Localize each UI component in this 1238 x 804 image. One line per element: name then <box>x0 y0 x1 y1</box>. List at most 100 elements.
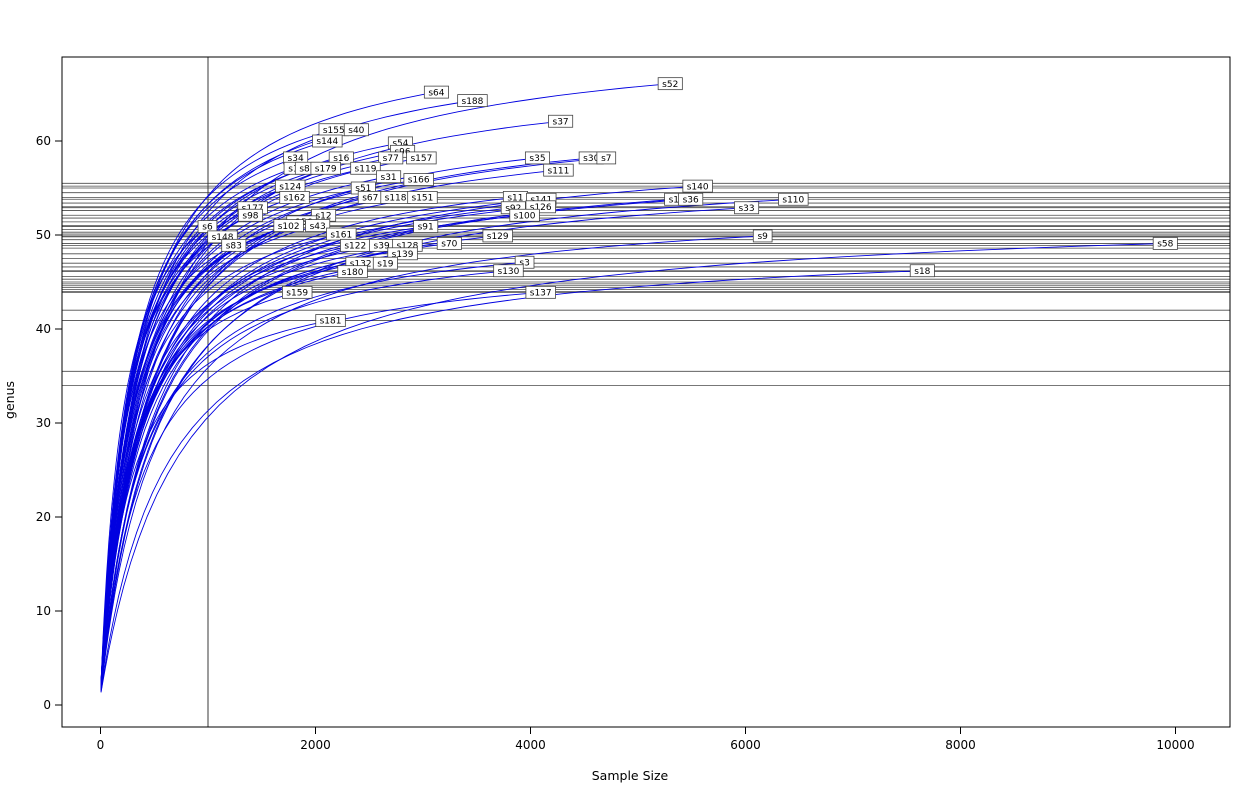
curve-label: s51 <box>355 184 371 194</box>
curve-label-box <box>596 151 617 165</box>
x-axis-title: Sample Size <box>592 768 669 783</box>
curve-label: s132 <box>350 259 372 269</box>
curve-label-box <box>343 123 369 137</box>
curve-label: s39 <box>374 242 390 252</box>
curve-label: s119 <box>355 164 377 174</box>
curve-label-box <box>482 229 513 243</box>
curve-label: s181 <box>320 317 342 327</box>
curve-label: s43 <box>310 222 326 232</box>
curve-label: s58 <box>1157 240 1173 250</box>
curve-label: s179 <box>315 164 337 174</box>
curve-label-box <box>734 201 760 215</box>
curve-label-box <box>752 229 773 243</box>
curve-label: s54 <box>392 139 408 149</box>
curve-label-box <box>524 151 550 165</box>
curve-label-box <box>543 163 574 177</box>
curve-label: s37 <box>553 117 569 127</box>
curve-label-box <box>372 256 398 270</box>
rarefaction-curve-s18 <box>100 270 923 692</box>
curve-label: s124 <box>279 182 301 192</box>
curve-label: s151 <box>412 194 434 204</box>
y-tick-label: 20 <box>36 510 51 524</box>
rarefaction-curve-s141 <box>100 198 542 689</box>
curve-label-box <box>273 219 304 233</box>
curve-label-box <box>378 151 404 165</box>
curve-label-box <box>407 190 438 204</box>
curve-label: s3 <box>519 258 529 268</box>
curve-label: s188 <box>462 97 484 107</box>
curve-label-box <box>315 314 346 327</box>
rarefaction-curve-s83 <box>100 244 235 685</box>
curve-label: s19 <box>377 259 393 269</box>
y-axis: 0 10 20 30 40 50 60 <box>36 134 62 712</box>
curve-label-box <box>678 192 704 206</box>
curve-label-box <box>423 85 449 99</box>
curve-label: s130 <box>498 267 520 277</box>
x-tick-label: 6000 <box>730 738 761 752</box>
y-tick-label: 30 <box>36 416 51 430</box>
curve-label: s144 <box>316 137 338 147</box>
curve-label-box <box>413 220 439 233</box>
curve-label: s18 <box>914 267 930 277</box>
curve-label: s122 <box>344 242 366 252</box>
curve-label: s11 <box>507 194 523 204</box>
curve-label-box <box>657 77 683 91</box>
plot-box <box>61 56 1231 728</box>
rarefaction-curve-s161 <box>100 233 342 687</box>
curve-label: s30 <box>583 154 599 164</box>
curve-label-box <box>387 247 418 261</box>
rarefaction-curve-s43 <box>100 225 318 686</box>
curve-label: s6 <box>202 223 213 233</box>
curve-label: s148 <box>212 233 234 243</box>
rarefaction-curve-s33 <box>100 207 747 691</box>
rarefaction-curve-s36 <box>100 198 691 691</box>
curve-label: s118 <box>385 194 407 204</box>
x-tick-label: 4000 <box>515 738 546 752</box>
curve-label-box <box>406 151 437 165</box>
curve-label-box <box>682 179 713 193</box>
curve-label: s40 <box>348 126 364 136</box>
y-tick-label: 40 <box>36 322 51 336</box>
curve-label-box <box>279 190 310 204</box>
x-tick-label: 8000 <box>945 738 976 752</box>
curve-label: s16 <box>333 154 349 164</box>
rarefaction-curve-s35 <box>100 157 538 689</box>
y-axis-title: genus <box>2 381 17 419</box>
curve-label-box <box>525 285 556 299</box>
curve-label-box <box>237 208 263 222</box>
x-tick-label: 10000 <box>1156 738 1194 752</box>
rarefaction-curve-s9 <box>100 235 763 691</box>
y-tick-label: 60 <box>36 134 51 148</box>
curve-label-box <box>350 161 381 175</box>
curve-label-box <box>403 173 434 186</box>
curve-label: s33 <box>738 204 754 214</box>
curve-label-box <box>221 238 247 252</box>
curve-label: s35 <box>529 154 545 164</box>
rarefaction-curve-s58 <box>100 243 1166 693</box>
curve-label-box <box>909 264 935 278</box>
curve-label: s129 <box>487 232 509 242</box>
curve-labels: s52s64s188s37s155s40s144s54s96s34s16s77s… <box>197 77 1178 327</box>
curve-label-box <box>376 170 402 184</box>
curve-label: s111 <box>548 166 570 176</box>
curve-label-box <box>328 151 354 165</box>
curve-label: s128 <box>396 242 418 252</box>
curve-label: s85 <box>299 164 315 174</box>
y-tick-label: 10 <box>36 604 51 618</box>
curve-label: s98 <box>242 211 258 221</box>
curve-label: s77 <box>383 154 399 164</box>
x-tick-label: 2000 <box>300 738 331 752</box>
curve-label: s52 <box>662 80 678 90</box>
rarefaction-curve-s159 <box>100 291 298 687</box>
curve-label: s67 <box>362 194 378 204</box>
curve-label-box <box>778 192 809 206</box>
y-tick-label: 0 <box>43 698 51 712</box>
curve-label: s1 <box>288 164 298 174</box>
curve-label-box <box>457 94 488 107</box>
curve-label: s9 <box>757 232 768 242</box>
curve-label: s155 <box>323 126 345 136</box>
curve-label: s100 <box>514 211 536 221</box>
curve-label-box <box>493 264 524 278</box>
y-tick-label: 50 <box>36 228 51 242</box>
